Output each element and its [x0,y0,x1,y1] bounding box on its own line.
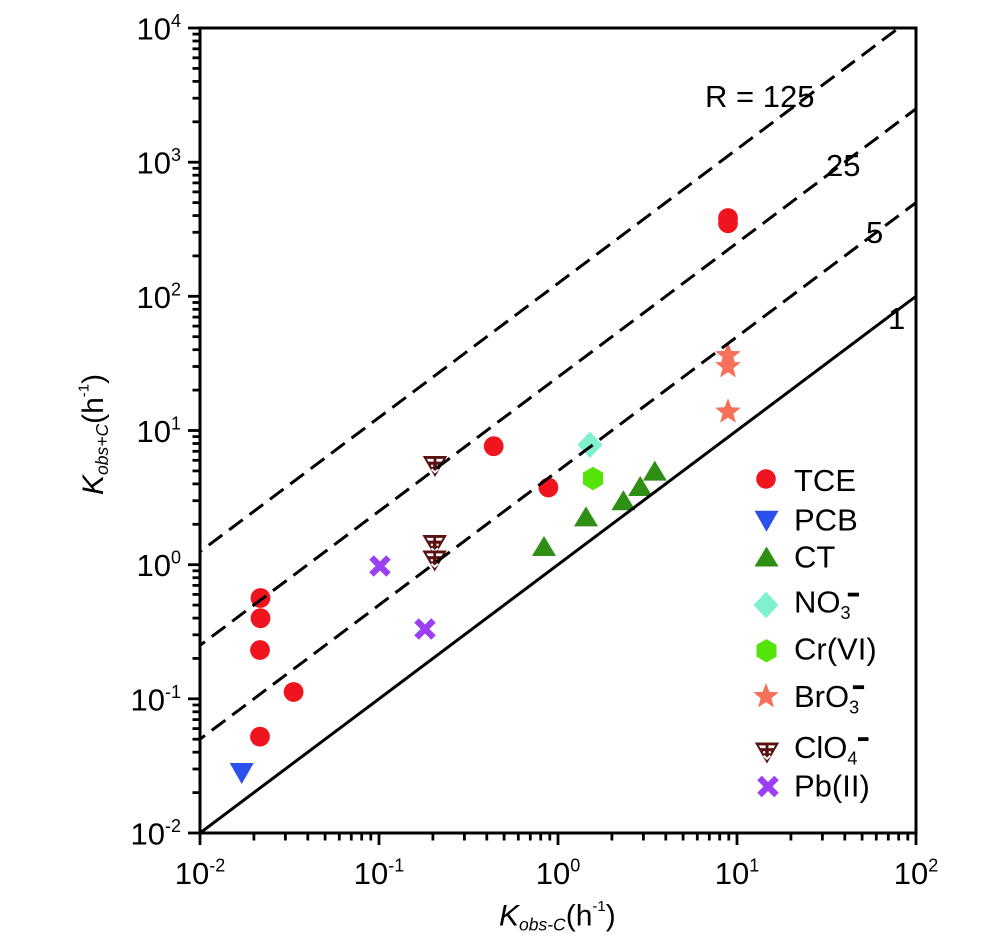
svg-text:ClO4: ClO4 [794,730,857,769]
svg-text:TCE: TCE [794,463,856,498]
svg-text:BrO3: BrO3 [794,679,859,718]
svg-text:CT: CT [794,539,835,574]
svg-text:1: 1 [888,301,905,336]
svg-text:NO3: NO3 [794,584,851,623]
svg-text:PCB: PCB [794,502,858,537]
svg-text:R = 125: R = 125 [705,79,814,114]
svg-text:Kobs+C(h-1): Kobs+C(h-1) [76,374,113,495]
svg-text:Cr(VI): Cr(VI) [794,632,877,667]
svg-text:Pb(II): Pb(II) [794,769,870,804]
svg-text:Kobs-C(h-1): Kobs-C(h-1) [499,898,616,935]
